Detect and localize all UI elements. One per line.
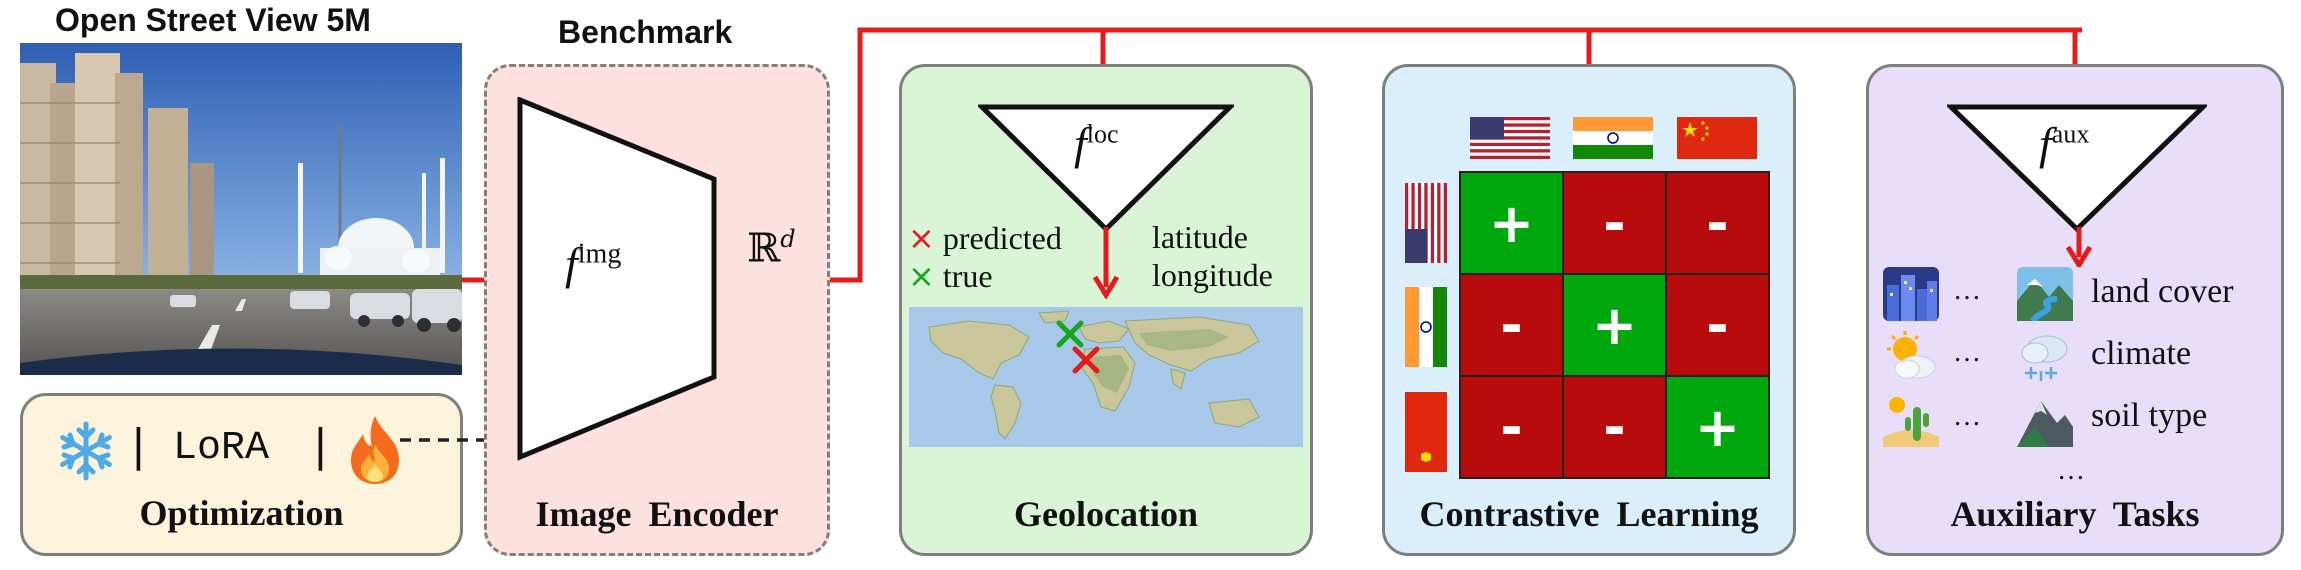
auxiliary-panel: faux … land cover … climate … — [1866, 64, 2284, 556]
auxiliary-f: f — [2039, 118, 2052, 169]
lora-label: LoRA — [173, 426, 270, 471]
column-flag-usa — [1470, 117, 1550, 159]
river-landscape-icon — [2017, 267, 2073, 321]
row-flag-china — [1405, 392, 1447, 472]
image-encoder-title: Image Encoder — [535, 494, 779, 534]
image-encoder-panel: fimg ℝd Image Encoder — [484, 64, 830, 556]
column-flag-india — [1573, 117, 1653, 159]
optimization-panel: | LoRA | Optimization — [20, 393, 463, 556]
embedding-space-symbol: ℝ — [747, 225, 781, 272]
embedding-dim-sup: d — [780, 225, 796, 253]
soil-type-ellipsis: … — [1953, 401, 1987, 432]
encoder-f: f — [565, 238, 578, 289]
city-icon — [1883, 267, 1939, 321]
desert-cactus-icon — [1883, 397, 1939, 447]
auxiliary-head-triangle — [1947, 104, 2207, 233]
geolocation-function-label: floc — [1074, 117, 1119, 170]
legend-predicted: × predicted — [908, 219, 1062, 257]
contrastive-panel: + - - - + - - - + Contrastive Learning — [1382, 64, 1796, 556]
soil-type-label: soil type — [2091, 397, 2208, 434]
longitude-label: longitude — [1152, 257, 1273, 293]
world-map — [909, 307, 1303, 447]
geolocation-head-triangle — [978, 104, 1234, 233]
land-cover-label: land cover — [2091, 273, 2234, 310]
mountain-icon — [2017, 401, 2073, 447]
embedding-space-label: ℝd — [747, 225, 796, 271]
latitude-label: latitude — [1152, 219, 1248, 255]
predicted-location-marker — [1072, 346, 1100, 374]
auxiliary-sup: aux — [2051, 119, 2090, 149]
auxiliary-function-label: faux — [2039, 117, 2089, 170]
benchmark-title: Benchmark — [558, 14, 733, 50]
similarity-matrix: + - - - + - - - + — [1459, 171, 2084, 484]
encoder-function-label: fimg — [565, 237, 621, 290]
climate-ellipsis: … — [1953, 337, 1987, 368]
column-flag-china — [1677, 117, 1757, 159]
legend-true: × true — [908, 257, 993, 295]
true-label: true — [942, 258, 993, 294]
optimization-separator-left: | — [131, 420, 146, 471]
optimization-title: Optimization — [139, 493, 344, 533]
image-encoder-trapezoid — [517, 97, 717, 461]
matrix-cell-2-1: - — [1459, 273, 1564, 377]
true-location-marker — [1056, 320, 1084, 348]
sun-cloud-icon — [1887, 331, 1936, 379]
predicted-label: predicted — [942, 220, 1062, 256]
street-view-image — [20, 43, 462, 375]
optimization-separator-right: | — [313, 420, 328, 471]
encoder-sup: img — [577, 238, 622, 270]
dataset-title: Open Street View 5M — [55, 2, 371, 38]
land-cover-ellipsis: … — [1953, 275, 1987, 306]
fire-icon — [351, 416, 399, 484]
matrix-cell-1-2: - — [1562, 171, 1667, 275]
snow-cloud-icon — [2021, 335, 2068, 381]
climate-label: climate — [2091, 335, 2192, 372]
matrix-cell-3-3: + — [1665, 375, 1770, 479]
auxiliary-output-arrow — [2065, 227, 2093, 267]
true-mark: × — [908, 257, 935, 295]
contrastive-title: Contrastive Learning — [1419, 494, 1759, 534]
matrix-cell-2-3: - — [1665, 273, 1770, 377]
matrix-cell-3-1: - — [1459, 375, 1564, 479]
geolocation-title: Geolocation — [1014, 494, 1198, 534]
matrix-cell-2-2: + — [1562, 273, 1667, 377]
row-flag-india — [1405, 287, 1447, 367]
geolocation-f: f — [1074, 118, 1087, 169]
matrix-cell-1-1: + — [1459, 171, 1564, 275]
geolocation-panel: floc × predicted × true latitude longitu… — [899, 64, 1313, 556]
predicted-mark: × — [908, 219, 935, 257]
snowflake-icon — [60, 421, 112, 481]
more-tasks-ellipsis: … — [2057, 455, 2091, 486]
auxiliary-title: Auxiliary Tasks — [1950, 494, 2200, 534]
matrix-cell-3-2: - — [1562, 375, 1667, 479]
geolocation-output-arrow — [1092, 227, 1120, 299]
matrix-cell-1-3: - — [1665, 171, 1770, 275]
row-flag-usa — [1405, 183, 1447, 263]
geolocation-sup: loc — [1086, 119, 1119, 149]
